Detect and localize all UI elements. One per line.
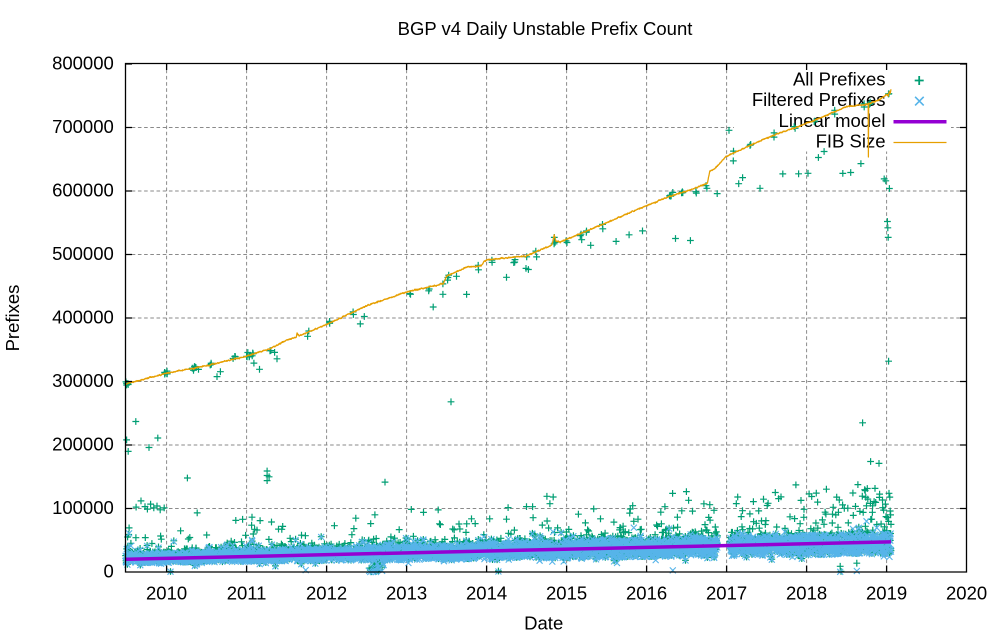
svg-text:2016: 2016 <box>626 583 667 604</box>
svg-text:0: 0 <box>104 561 114 582</box>
svg-text:Linear model: Linear model <box>779 110 886 131</box>
svg-text:2012: 2012 <box>306 583 347 604</box>
svg-text:2019: 2019 <box>866 583 907 604</box>
svg-text:2015: 2015 <box>546 583 587 604</box>
svg-text:800000: 800000 <box>52 53 114 74</box>
svg-text:300000: 300000 <box>52 370 114 391</box>
svg-text:100000: 100000 <box>52 497 114 518</box>
svg-text:2017: 2017 <box>706 583 747 604</box>
svg-text:All Prefixes: All Prefixes <box>793 69 886 90</box>
svg-text:Prefixes: Prefixes <box>2 285 23 352</box>
svg-text:600000: 600000 <box>52 180 114 201</box>
svg-text:BGP v4 Daily Unstable Prefix C: BGP v4 Daily Unstable Prefix Count <box>398 18 693 39</box>
svg-text:500000: 500000 <box>52 243 114 264</box>
svg-text:FIB Size: FIB Size <box>816 131 886 152</box>
svg-text:2014: 2014 <box>466 583 507 604</box>
svg-text:2018: 2018 <box>786 583 827 604</box>
svg-text:Date: Date <box>524 613 563 634</box>
svg-text:2010: 2010 <box>146 583 187 604</box>
svg-text:700000: 700000 <box>52 116 114 137</box>
svg-text:400000: 400000 <box>52 307 114 328</box>
svg-text:200000: 200000 <box>52 434 114 455</box>
svg-text:2011: 2011 <box>227 583 267 604</box>
svg-text:Filtered Prefixes: Filtered Prefixes <box>752 89 886 110</box>
svg-text:2013: 2013 <box>386 583 427 604</box>
svg-text:2020: 2020 <box>946 583 987 604</box>
